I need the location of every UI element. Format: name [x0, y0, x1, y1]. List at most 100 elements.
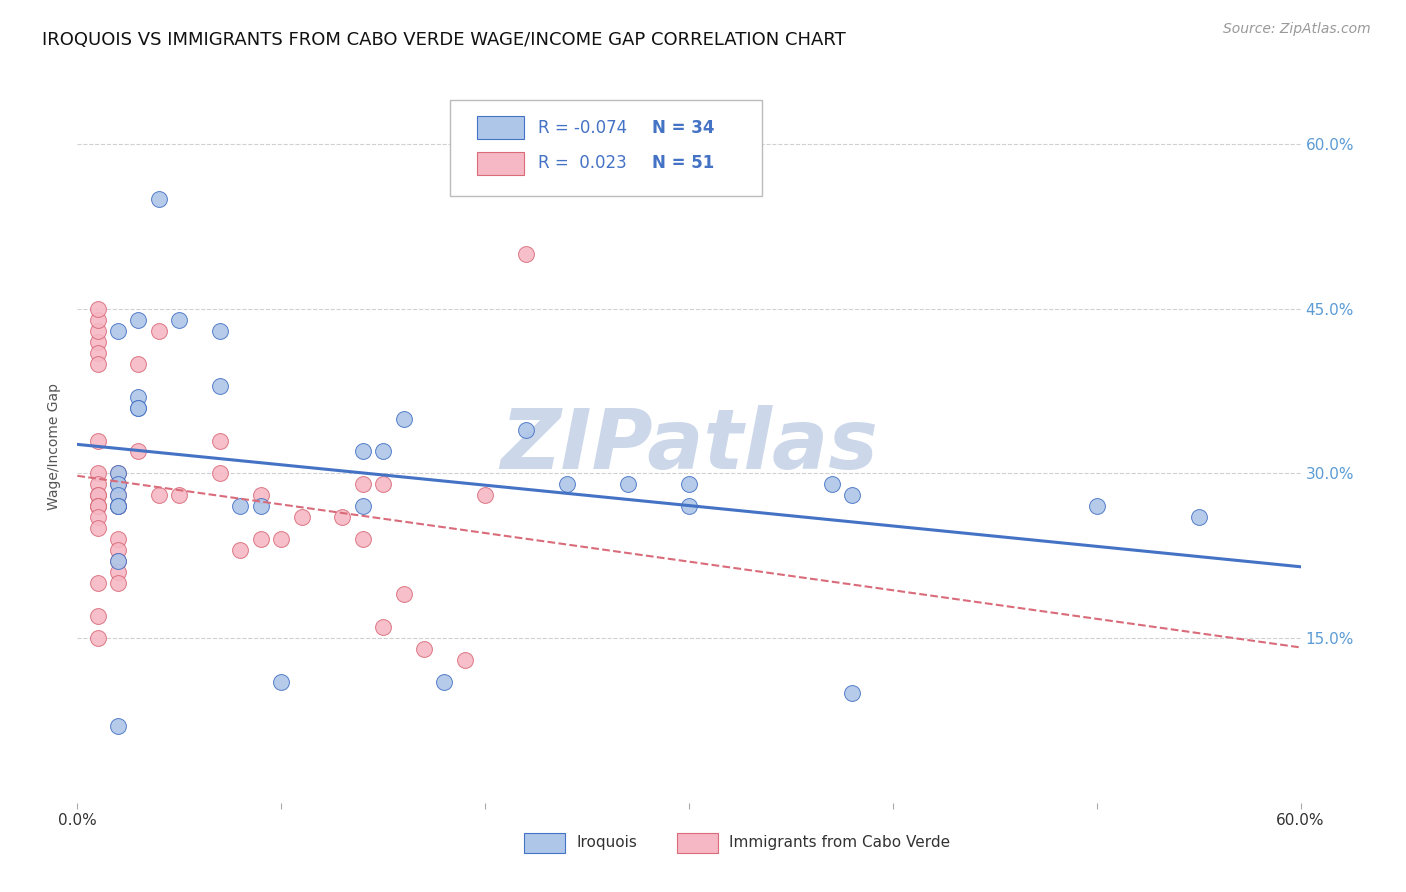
Point — [128, 401, 150, 415]
Text: ZIPatlas: ZIPatlas — [501, 406, 877, 486]
Bar — [477, 152, 524, 175]
Point — [229, 500, 252, 514]
Point — [371, 620, 394, 634]
Bar — [676, 833, 718, 853]
Text: Immigrants from Cabo Verde: Immigrants from Cabo Verde — [730, 835, 950, 850]
Point — [291, 510, 314, 524]
Point — [87, 345, 110, 359]
Point — [128, 390, 150, 404]
Point — [392, 587, 415, 601]
Point — [371, 477, 394, 491]
Point — [107, 500, 129, 514]
Point — [87, 488, 110, 502]
Point — [392, 411, 415, 425]
Point — [209, 467, 232, 481]
Point — [1085, 500, 1108, 514]
Text: R = -0.074: R = -0.074 — [538, 119, 627, 136]
Point — [128, 401, 150, 415]
Point — [107, 477, 129, 491]
Point — [617, 477, 640, 491]
Point — [678, 477, 700, 491]
Point — [87, 477, 110, 491]
Point — [87, 434, 110, 448]
Point — [87, 301, 110, 316]
Point — [87, 500, 110, 514]
Point — [107, 467, 129, 481]
Point — [352, 477, 374, 491]
Y-axis label: Wage/Income Gap: Wage/Income Gap — [48, 383, 62, 509]
Point — [87, 324, 110, 338]
Point — [352, 533, 374, 547]
Point — [87, 467, 110, 481]
Point — [821, 477, 844, 491]
Point — [87, 488, 110, 502]
Point — [87, 500, 110, 514]
Point — [270, 675, 292, 690]
Point — [87, 312, 110, 326]
Point — [250, 533, 273, 547]
Point — [107, 500, 129, 514]
Point — [107, 477, 129, 491]
Point — [128, 444, 150, 458]
Point — [128, 357, 150, 371]
Point — [454, 653, 477, 667]
Point — [209, 378, 232, 392]
Point — [87, 357, 110, 371]
Text: IROQUOIS VS IMMIGRANTS FROM CABO VERDE WAGE/INCOME GAP CORRELATION CHART: IROQUOIS VS IMMIGRANTS FROM CABO VERDE W… — [42, 31, 846, 49]
Point — [128, 312, 150, 326]
Point — [107, 488, 129, 502]
Point — [107, 554, 129, 568]
Point — [87, 631, 110, 645]
Text: N = 51: N = 51 — [652, 154, 714, 172]
Point — [107, 500, 129, 514]
Point — [87, 609, 110, 624]
Point — [107, 488, 129, 502]
Point — [841, 686, 863, 700]
Point — [107, 566, 129, 580]
Point — [107, 554, 129, 568]
Point — [332, 510, 354, 524]
Point — [148, 324, 170, 338]
Point — [474, 488, 496, 502]
Point — [371, 444, 394, 458]
Point — [515, 423, 537, 437]
Point — [87, 521, 110, 535]
Point — [107, 543, 129, 558]
Point — [148, 192, 170, 206]
Point — [87, 334, 110, 349]
Point — [678, 500, 700, 514]
Point — [107, 324, 129, 338]
Point — [515, 247, 537, 261]
Bar — [524, 833, 565, 853]
Text: R =  0.023: R = 0.023 — [538, 154, 627, 172]
Text: Source: ZipAtlas.com: Source: ZipAtlas.com — [1223, 22, 1371, 37]
Point — [841, 488, 863, 502]
Point — [209, 324, 232, 338]
FancyBboxPatch shape — [450, 100, 762, 196]
Point — [250, 488, 273, 502]
Point — [107, 719, 129, 733]
Point — [229, 543, 252, 558]
Bar — [477, 116, 524, 139]
Point — [209, 434, 232, 448]
Point — [352, 500, 374, 514]
Point — [270, 533, 292, 547]
Point — [352, 444, 374, 458]
Point — [169, 312, 191, 326]
Point — [87, 510, 110, 524]
Point — [87, 500, 110, 514]
Point — [107, 500, 129, 514]
Point — [107, 576, 129, 591]
Text: N = 34: N = 34 — [652, 119, 714, 136]
Point — [169, 488, 191, 502]
Point — [555, 477, 578, 491]
Point — [107, 467, 129, 481]
Point — [413, 642, 436, 657]
Point — [433, 675, 456, 690]
Text: Iroquois: Iroquois — [576, 835, 637, 850]
Point — [107, 533, 129, 547]
Point — [250, 500, 273, 514]
Point — [1188, 510, 1211, 524]
Point — [148, 488, 170, 502]
Point — [87, 576, 110, 591]
